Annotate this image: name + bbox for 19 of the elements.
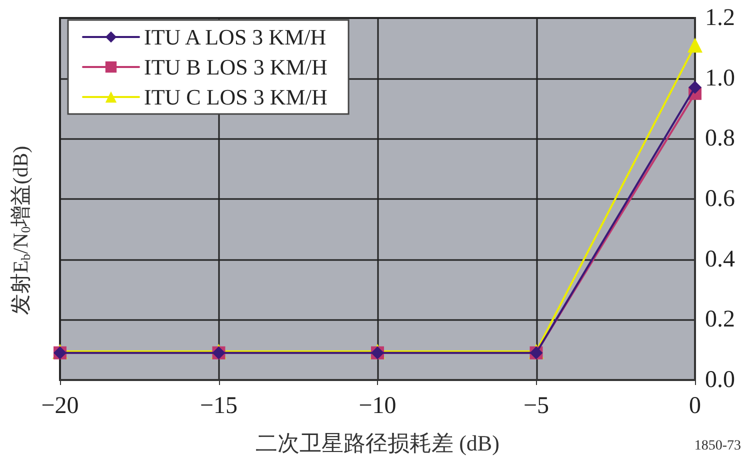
x-tick-label: 0 — [689, 393, 701, 419]
text: 1850-73 — [694, 438, 742, 454]
y-tick-label: 0.8 — [705, 126, 735, 152]
y-tick-label: 1.2 — [705, 5, 735, 31]
legend-label: ITU C LOS 3 KM/H — [144, 84, 328, 110]
y-tick-label: 0.0 — [705, 367, 735, 393]
point — [688, 80, 702, 94]
legend-label: ITU A LOS 3 KM/H — [144, 24, 326, 50]
x-tick-label: −10 — [358, 393, 396, 419]
x-tick-label: −5 — [523, 393, 550, 419]
y-tick-label: 0.2 — [705, 306, 735, 333]
x-axis-title: 二次卫星路径损耗差 (dB) — [256, 430, 500, 456]
x-tick-label: −15 — [200, 393, 238, 419]
x-tick-label: −20 — [41, 393, 79, 419]
y-axis-title: 发射Eb/N0增益(dB) — [8, 146, 33, 316]
y-tick-label: 0.6 — [705, 186, 735, 212]
y-tick-label: 1.0 — [705, 65, 735, 92]
y-tick-label: 0.4 — [705, 246, 735, 272]
legend-label: ITU B LOS 3 KM/H — [144, 54, 328, 80]
